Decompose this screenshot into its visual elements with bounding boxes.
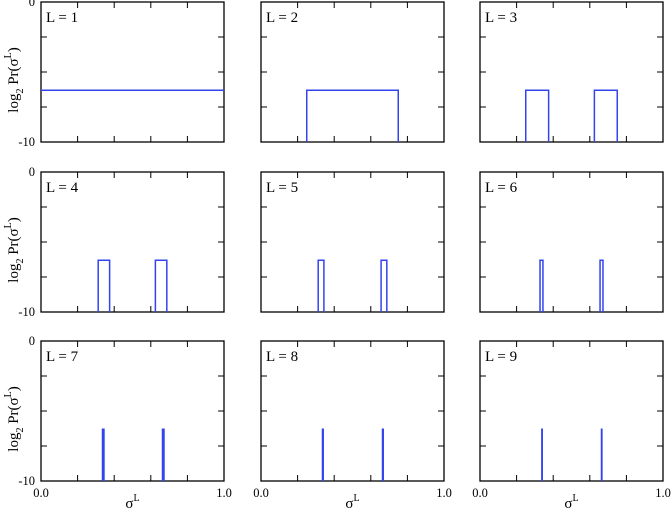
x-tick-label: 0.0 <box>253 486 269 500</box>
x-tick-label: 0.0 <box>472 486 488 500</box>
panel-8: L = 8 0.0 1.0 σL <box>253 340 452 510</box>
series-line-1 <box>101 428 105 481</box>
panel-label: L = 6 <box>485 180 518 196</box>
y-tick-label: 0 <box>29 165 35 179</box>
y-axis-label: log2 Pr(σL) <box>3 386 26 451</box>
panel-label: L = 5 <box>266 180 298 196</box>
series-line-1 <box>321 428 324 481</box>
panel-label: L = 1 <box>46 10 78 26</box>
series-line-2 <box>599 259 604 312</box>
x-tick-label: 1.0 <box>436 486 452 500</box>
y-axis-label: log2 Pr(σL) <box>3 217 26 282</box>
series-line-1 <box>97 259 111 312</box>
y-tick-label: 0 <box>29 0 35 9</box>
panel-label: L = 7 <box>46 349 79 365</box>
panel-label: L = 2 <box>266 10 298 26</box>
x-axis-label: σL <box>125 493 139 510</box>
panel-label: L = 4 <box>46 180 79 196</box>
panel-7: L = 7 0 -10 log2 Pr(σL) 0.0 1.0 σL <box>3 334 232 510</box>
panel-6: L = 6 <box>479 171 664 313</box>
series-line-1 <box>317 259 325 312</box>
y-tick-label: -10 <box>18 474 35 488</box>
panel-5: L = 5 <box>260 171 445 313</box>
y-tick-label: -10 <box>18 305 35 319</box>
series-line-2 <box>154 259 168 312</box>
series-line-1 <box>539 259 544 312</box>
panel-label: L = 3 <box>485 10 517 26</box>
panel-2: L = 2 <box>260 1 445 143</box>
panel-label: L = 9 <box>485 349 517 365</box>
y-axis-label: log2 Pr(σL) <box>3 47 26 112</box>
y-tick-label: 0 <box>29 334 35 348</box>
x-axis-label: σL <box>345 493 359 510</box>
series-line-2 <box>381 428 384 481</box>
series-line-2 <box>161 428 165 481</box>
series-line-1 <box>525 89 550 142</box>
x-axis-label: σL <box>564 493 578 510</box>
panel-1: L = 1 0 -10 log2 Pr(σL) <box>3 0 225 149</box>
panel-9: L = 9 0.0 1.0 σL <box>472 340 671 510</box>
x-tick-label: 0.0 <box>33 486 49 500</box>
x-tick-label: 1.0 <box>216 486 232 500</box>
panel-label: L = 8 <box>266 349 298 365</box>
panel-4: L = 4 0 -10 log2 Pr(σL) <box>3 165 225 319</box>
series-line-2 <box>380 259 388 312</box>
x-tick-label: 1.0 <box>655 486 671 500</box>
series-line-1 <box>306 89 399 142</box>
panel-3: L = 3 <box>479 1 664 143</box>
series-line-2 <box>593 89 618 142</box>
y-tick-label: -10 <box>18 135 35 149</box>
